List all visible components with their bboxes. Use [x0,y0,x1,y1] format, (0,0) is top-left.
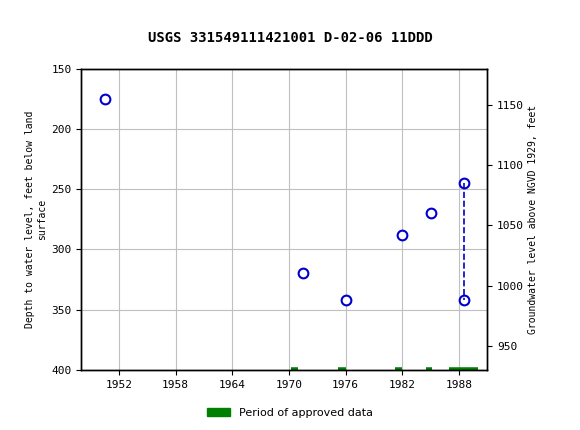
Text: USGS 331549111421001 D-02-06 11DDD: USGS 331549111421001 D-02-06 11DDD [148,31,432,45]
Legend: Period of approved data: Period of approved data [203,403,377,422]
Y-axis label: Depth to water level, feet below land
surface: Depth to water level, feet below land su… [26,111,47,328]
Text: ≠ USGS: ≠ USGS [14,14,80,31]
Y-axis label: Groundwater level above NGVD 1929, feet: Groundwater level above NGVD 1929, feet [528,105,538,334]
